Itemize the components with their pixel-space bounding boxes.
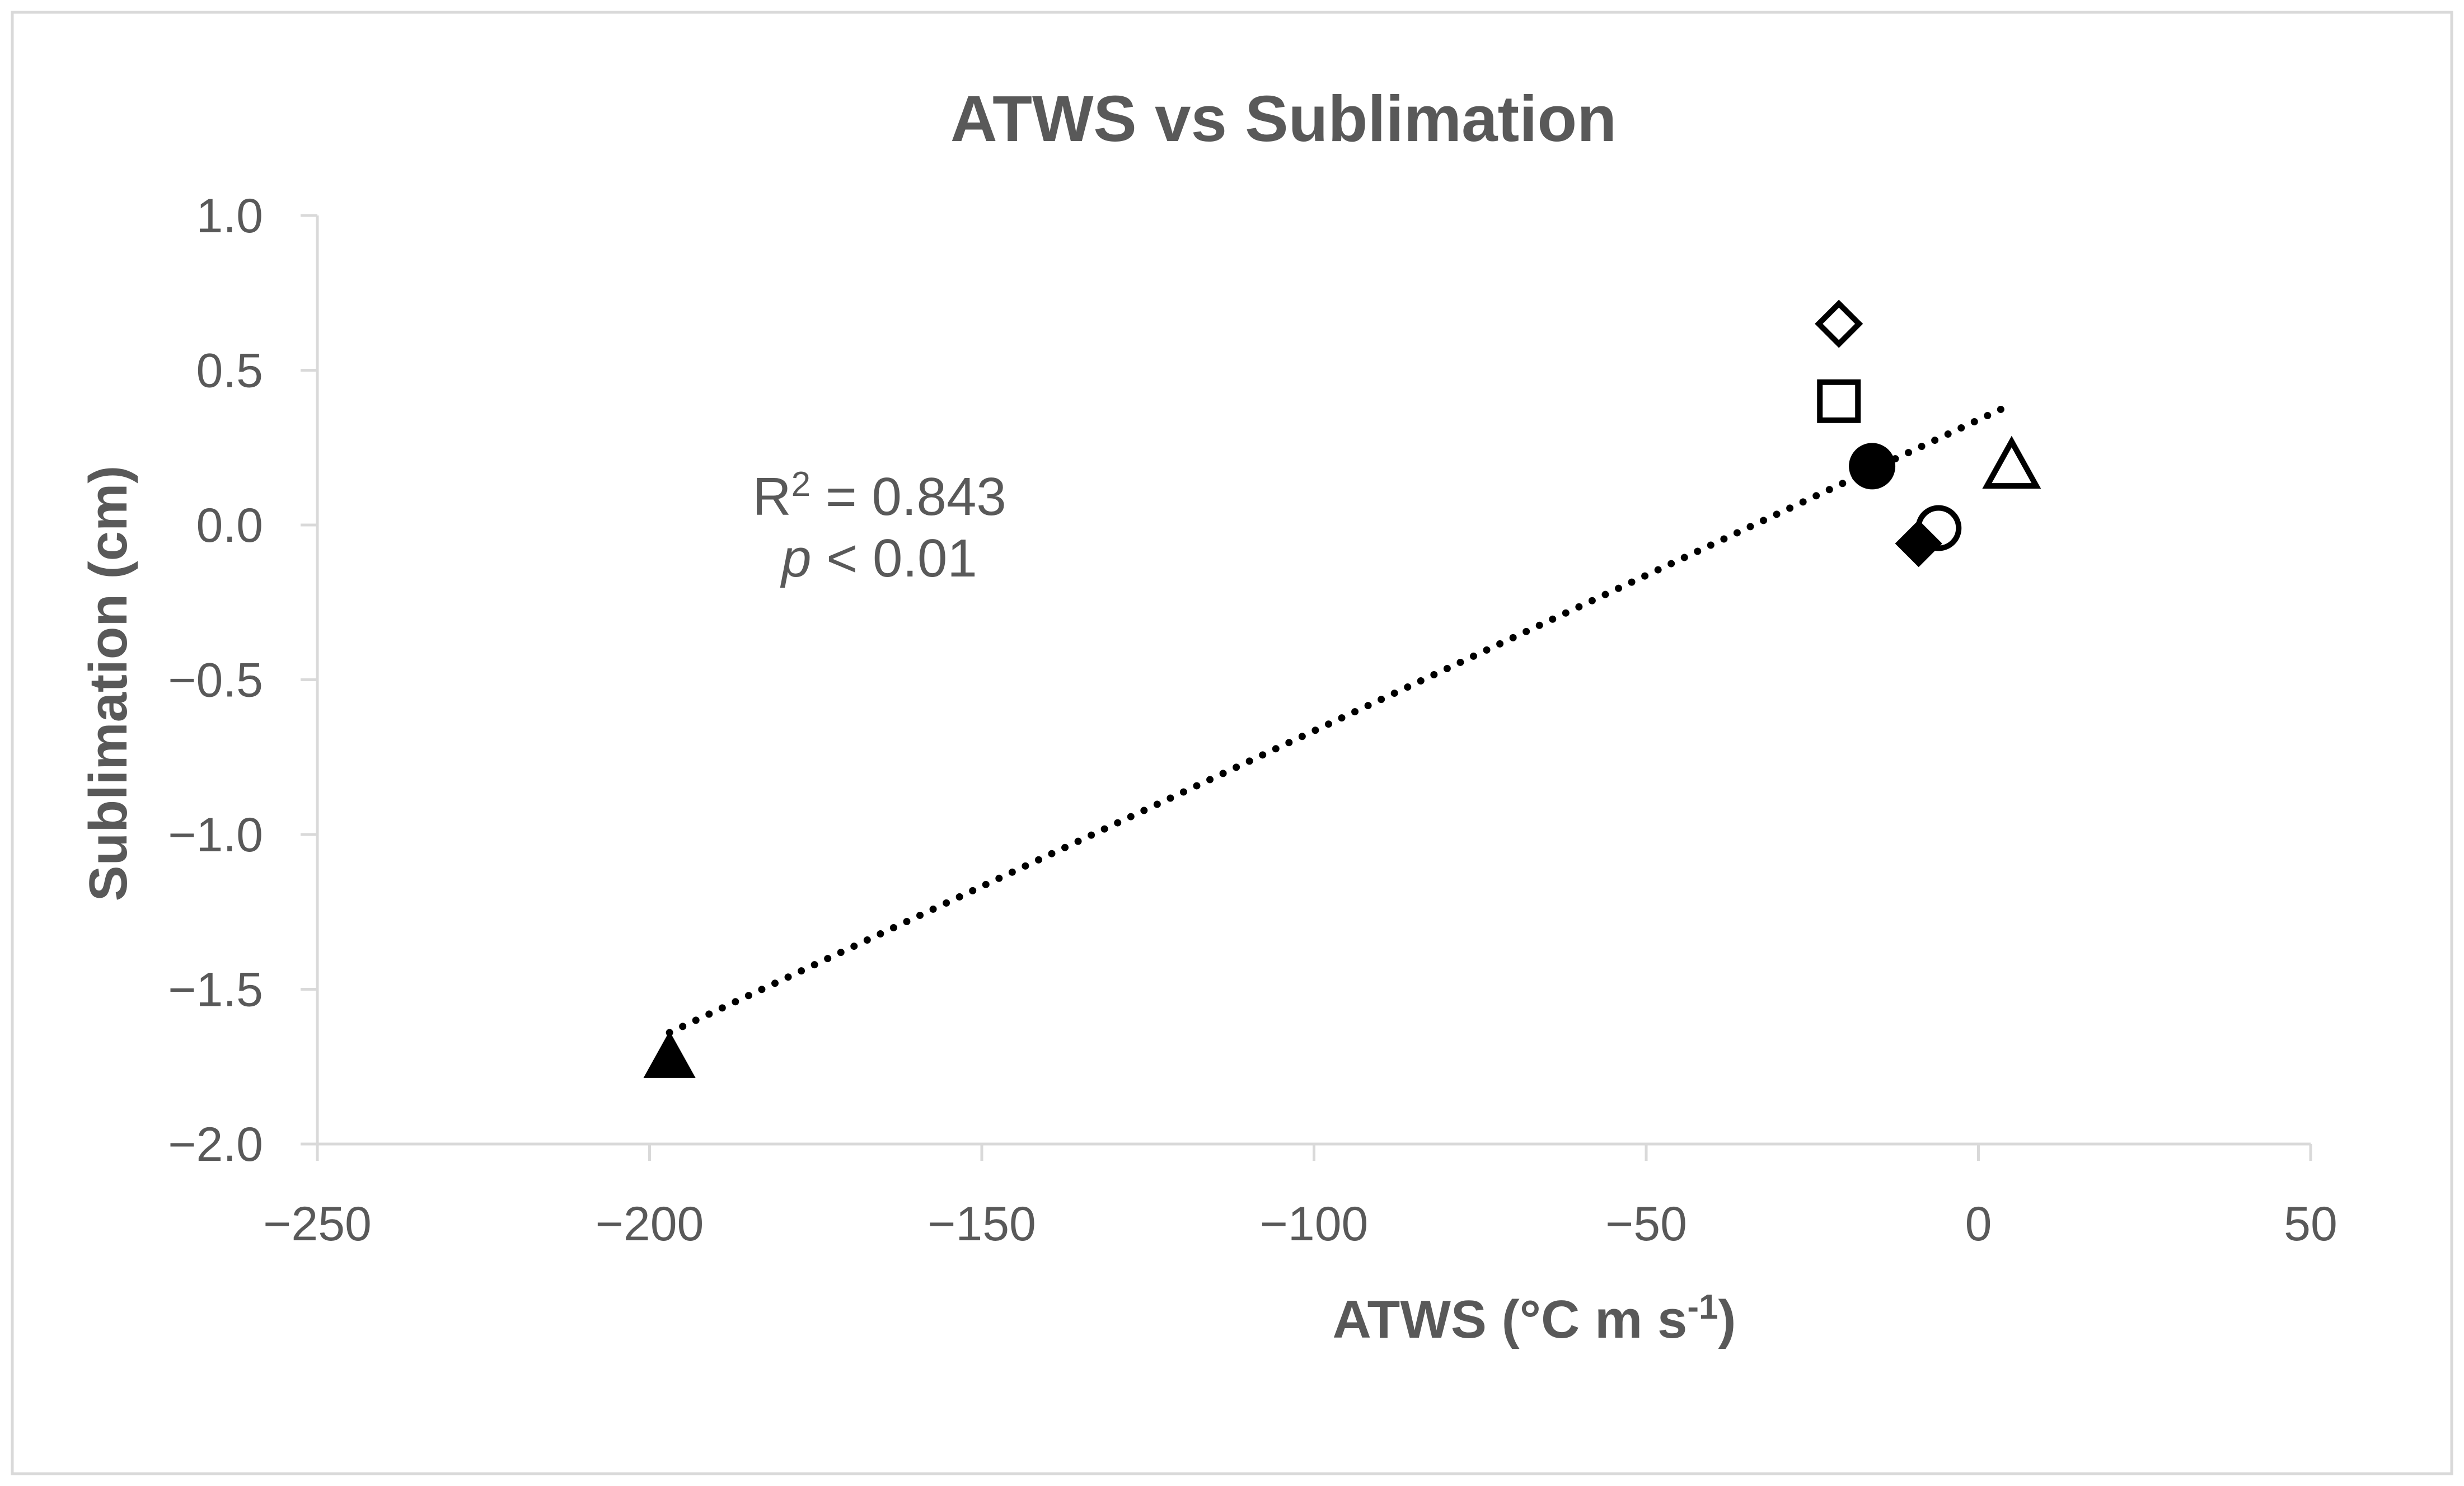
x-tick-label: 0 — [1965, 1197, 1992, 1251]
data-point-open-diamond — [1815, 299, 1863, 348]
r2-sup: 2 — [791, 465, 811, 504]
chart-title: ATWS vs Sublimation — [950, 82, 1617, 155]
x-tick-label: −150 — [927, 1197, 1036, 1251]
x-tick-label: −200 — [596, 1197, 704, 1251]
p-value-label: p < 0.01 — [780, 528, 977, 588]
y-tick-label: −1.0 — [168, 808, 263, 862]
y-tick-label: −0.5 — [168, 654, 263, 707]
chart-border — [11, 11, 2453, 1475]
data-point-open-triangle — [1982, 435, 2041, 489]
y-axis-title: Sublimation (cm) — [78, 466, 138, 902]
x-axis-title-end: ) — [1718, 1290, 1736, 1349]
r2-suffix: = 0.843 — [811, 467, 1006, 527]
y-tick-label: −1.5 — [168, 963, 263, 1017]
p-symbol: p — [780, 528, 811, 588]
y-tick-label: 0.5 — [196, 344, 263, 398]
y-tick-label: 0.0 — [196, 499, 263, 552]
r2-prefix: R — [752, 467, 791, 527]
r-squared-label: R2 = 0.843 — [752, 465, 1006, 527]
x-tick-label: −100 — [1260, 1197, 1369, 1251]
x-tick-label: −50 — [1605, 1197, 1687, 1251]
x-axis-title-main: ATWS (°C m s — [1332, 1290, 1687, 1349]
p-suffix: < 0.01 — [812, 528, 977, 588]
data-point-filled-circle — [1849, 443, 1896, 490]
x-tick-label: 50 — [2284, 1197, 2337, 1251]
data-point-filled-triangle — [643, 1031, 696, 1078]
y-axis-ticks: 1.0 0.5 0.0 −0.5 −1.0 −1.5 −2.0 — [168, 189, 317, 1171]
data-point-open-square — [1817, 379, 1861, 423]
y-tick-label: 1.0 — [196, 189, 263, 243]
x-axis-ticks: −250 −200 −150 −100 −50 0 50 — [263, 1144, 2337, 1251]
trendline — [666, 400, 2016, 1037]
data-point-filled-diamond — [1895, 520, 1942, 568]
x-tick-label: −250 — [263, 1197, 372, 1251]
x-axis-title: ATWS (°C m s-1) — [1332, 1288, 1736, 1349]
y-tick-label: −2.0 — [168, 1118, 263, 1171]
x-axis-title-sup: -1 — [1687, 1288, 1718, 1326]
data-points — [643, 299, 2041, 1078]
